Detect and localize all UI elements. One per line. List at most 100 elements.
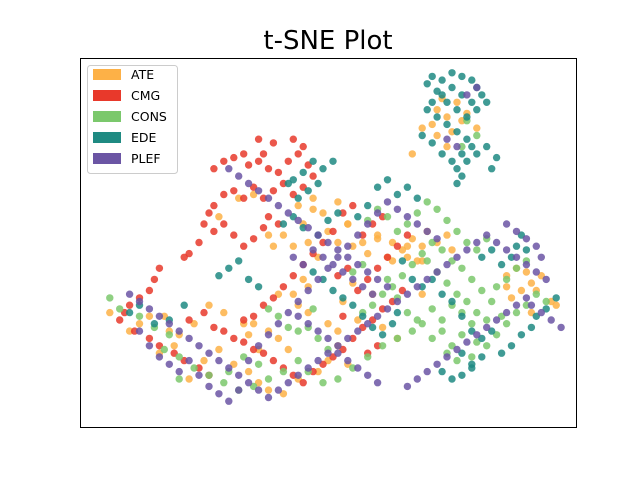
point-cmg-101 — [299, 142, 307, 151]
point-cmg-2 — [230, 153, 238, 162]
point-cons-67 — [463, 297, 471, 306]
point-plef-37 — [492, 238, 501, 247]
point-plef-44 — [512, 301, 521, 309]
point-ate-69 — [274, 334, 283, 343]
point-plef-61 — [185, 356, 193, 365]
point-cmg-36 — [150, 275, 159, 284]
point-ate-104 — [344, 220, 352, 228]
point-plef-79 — [364, 220, 372, 228]
point-ede-89 — [497, 260, 506, 269]
point-ede-15 — [443, 120, 451, 129]
point-cmg-22 — [205, 209, 213, 217]
point-plef-93 — [284, 209, 292, 217]
point-ede-86 — [552, 294, 560, 302]
point-cons-102 — [473, 131, 481, 140]
point-ede-13 — [423, 106, 431, 114]
point-cons-43 — [488, 297, 496, 306]
point-plef-100 — [354, 260, 362, 269]
point-plef-108 — [334, 349, 342, 357]
point-cons-27 — [458, 331, 466, 339]
point-cons-19 — [364, 353, 372, 361]
point-cons-1 — [116, 305, 124, 313]
point-plef-89 — [244, 179, 253, 188]
point-plef-85 — [423, 227, 431, 236]
point-cmg-34 — [180, 253, 188, 261]
legend-swatch-ede — [93, 132, 121, 143]
point-cmg-57 — [269, 356, 278, 365]
point-ate-41 — [319, 209, 327, 217]
point-ate-45 — [309, 205, 317, 213]
point-cmg-73 — [373, 264, 382, 272]
point-ede-51 — [413, 194, 421, 202]
legend-label-cmg: CMG — [131, 88, 160, 103]
point-plef-29 — [413, 283, 421, 291]
point-ede-62 — [329, 286, 337, 295]
point-ede-108 — [150, 320, 159, 328]
point-cmg-35 — [155, 264, 164, 272]
point-plef-88 — [235, 172, 243, 180]
point-plef-19 — [314, 356, 322, 365]
point-cons-63 — [423, 257, 431, 265]
point-plef-101 — [364, 268, 372, 276]
point-plef-18 — [304, 364, 312, 372]
point-ate-88 — [215, 345, 223, 354]
point-ate-107 — [403, 242, 412, 250]
point-ede-104 — [244, 275, 253, 284]
point-cmg-6 — [264, 165, 273, 173]
point-ede-35 — [492, 153, 501, 162]
point-ede-67 — [378, 331, 387, 339]
point-ede-39 — [299, 168, 307, 177]
point-plef-72 — [294, 297, 302, 306]
point-ede-82 — [517, 331, 526, 339]
point-cons-65 — [443, 279, 451, 287]
point-ate-67 — [249, 320, 258, 328]
point-plef-95 — [304, 224, 312, 232]
point-cmg-56 — [259, 349, 268, 357]
point-ede-43 — [314, 179, 322, 188]
point-ate-1 — [433, 106, 441, 114]
point-cons-48 — [438, 246, 446, 254]
point-ate-31 — [527, 279, 536, 287]
point-plef-1 — [135, 297, 144, 306]
point-plef-83 — [403, 213, 412, 221]
point-plef-38 — [502, 246, 511, 254]
point-cons-55 — [368, 301, 377, 309]
point-ede-52 — [364, 201, 372, 210]
point-ede-96 — [448, 375, 456, 383]
point-cons-33 — [428, 305, 436, 313]
point-cons-97 — [175, 375, 183, 383]
point-ate-86 — [299, 275, 307, 284]
point-ede-20 — [448, 157, 456, 165]
point-plef-20 — [324, 349, 332, 357]
point-plef-52 — [433, 360, 441, 368]
point-plef-3 — [155, 312, 164, 320]
point-cons-54 — [378, 290, 387, 298]
point-cons-57 — [349, 268, 357, 276]
point-ate-3 — [443, 113, 451, 121]
point-ate-92 — [264, 386, 273, 394]
point-ede-74 — [438, 290, 446, 298]
point-cmg-94 — [339, 312, 347, 320]
point-cons-17 — [334, 375, 342, 383]
point-cons-71 — [502, 275, 511, 284]
point-ate-80 — [269, 242, 278, 250]
point-ede-76 — [458, 312, 466, 320]
point-cons-13 — [279, 367, 288, 376]
point-ede-71 — [408, 275, 416, 284]
point-ede-26 — [453, 106, 461, 114]
point-plef-123 — [512, 227, 521, 236]
point-cmg-98 — [259, 150, 268, 158]
point-cmg-49 — [185, 316, 193, 324]
point-cmg-18 — [240, 194, 248, 202]
point-plef-121 — [368, 290, 377, 298]
point-ede-46 — [284, 179, 292, 188]
point-cons-70 — [492, 283, 501, 291]
point-ate-19 — [418, 242, 426, 250]
point-ede-8 — [468, 98, 476, 107]
point-ate-10 — [443, 142, 451, 151]
point-plef-84 — [413, 220, 421, 228]
point-ate-109 — [373, 231, 382, 239]
point-plef-120 — [359, 283, 367, 291]
point-plef-82 — [393, 205, 402, 213]
point-plef-97 — [324, 238, 332, 247]
